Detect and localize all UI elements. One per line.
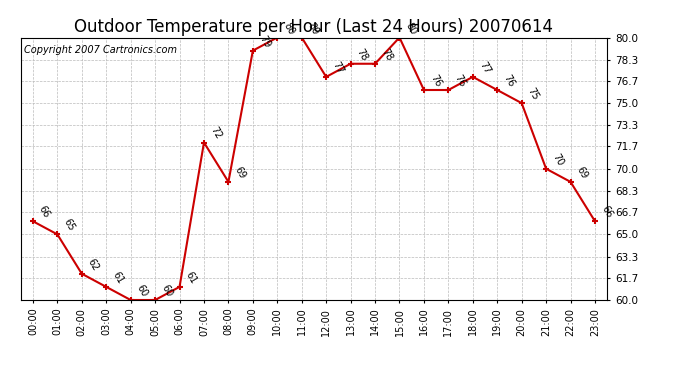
Text: 78: 78 xyxy=(355,46,370,62)
Text: 77: 77 xyxy=(331,60,345,75)
Text: 69: 69 xyxy=(575,165,589,180)
Title: Outdoor Temperature per Hour (Last 24 Hours) 20070614: Outdoor Temperature per Hour (Last 24 Ho… xyxy=(75,18,553,36)
Text: 70: 70 xyxy=(550,152,565,167)
Text: 77: 77 xyxy=(477,60,492,75)
Text: 61: 61 xyxy=(184,270,199,285)
Text: 60: 60 xyxy=(135,283,150,298)
Text: 60: 60 xyxy=(159,283,174,298)
Text: 80: 80 xyxy=(404,21,418,36)
Text: 76: 76 xyxy=(453,73,467,88)
Text: 62: 62 xyxy=(86,256,101,272)
Text: 79: 79 xyxy=(257,33,272,49)
Text: Copyright 2007 Cartronics.com: Copyright 2007 Cartronics.com xyxy=(23,45,177,56)
Text: 66: 66 xyxy=(37,204,52,220)
Text: 76: 76 xyxy=(502,73,516,88)
Text: 66: 66 xyxy=(599,204,614,220)
Text: 78: 78 xyxy=(380,46,394,62)
Text: 69: 69 xyxy=(233,165,248,180)
Text: 72: 72 xyxy=(208,125,223,141)
Text: 80: 80 xyxy=(282,21,296,36)
Text: 61: 61 xyxy=(110,270,125,285)
Text: 75: 75 xyxy=(526,86,541,102)
Text: 76: 76 xyxy=(428,73,443,88)
Text: 65: 65 xyxy=(61,217,77,233)
Text: 80: 80 xyxy=(306,21,321,36)
